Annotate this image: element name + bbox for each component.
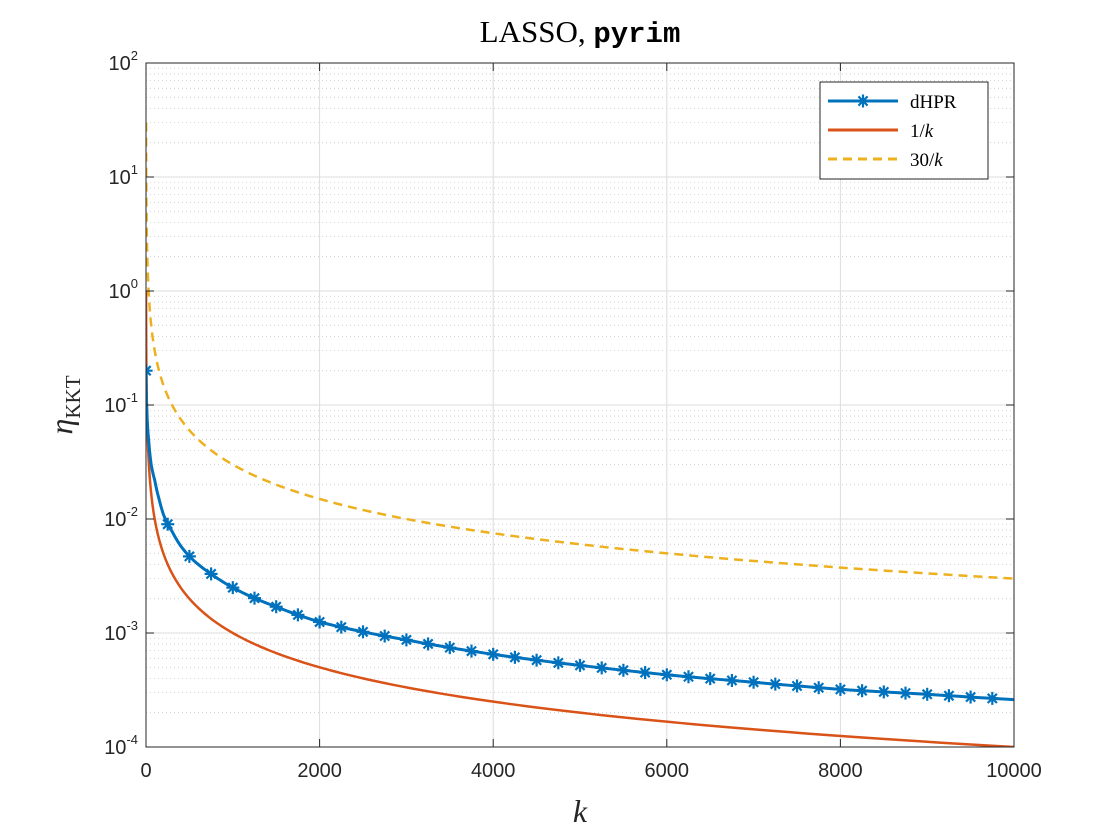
- dhpr-marker: [747, 675, 761, 689]
- legend-dhpr-asterisk: [856, 94, 870, 108]
- dhpr-marker: [638, 666, 652, 680]
- y-axis-label-symbol: η: [43, 419, 79, 435]
- dhpr-marker: [248, 591, 261, 605]
- dhpr-marker: [334, 620, 348, 634]
- dhpr-marker: [595, 661, 609, 675]
- y-tick-label: 10-2: [104, 504, 138, 531]
- y-axis-label-subscript: KKT: [61, 375, 85, 418]
- dhpr-marker: [725, 673, 739, 687]
- dhpr-marker: [660, 668, 674, 682]
- dhpr-marker: [269, 600, 283, 614]
- dhpr-marker: [768, 677, 782, 691]
- y-tick-label: 10-4: [104, 732, 138, 759]
- y-axis-ticks: 10-4 10-3 10-2 10-1 100 101 102: [104, 48, 1014, 759]
- dhpr-marker: [964, 690, 978, 704]
- dhpr-marker: [443, 641, 457, 655]
- legend-30k-label: 30/k: [910, 150, 943, 171]
- y-tick-label: 102: [109, 48, 138, 75]
- legend-dhpr-label: dHPR: [910, 92, 957, 113]
- y-tick-label: 100: [109, 276, 138, 303]
- dhpr-marker: [920, 687, 934, 701]
- dhpr-marker: [899, 686, 912, 700]
- legend-dhpr-marker: [856, 94, 870, 108]
- x-tick-label: 8000: [818, 760, 863, 782]
- x-tick-label: 6000: [645, 760, 690, 782]
- dhpr-marker: [313, 615, 327, 629]
- dhpr-marker: [812, 681, 826, 695]
- dhpr-marker: [573, 658, 587, 672]
- x-tick-label: 10000: [986, 760, 1042, 782]
- dhpr-marker: [486, 647, 500, 661]
- legend-1k-text: 1/: [910, 121, 926, 142]
- dhpr-marker: [465, 644, 478, 658]
- dhpr-marker: [291, 608, 305, 622]
- chart-title: LASSO, pyrim: [480, 14, 681, 51]
- y-axis-label: ηKKT: [43, 375, 85, 434]
- chart-title-text: LASSO,: [480, 14, 594, 49]
- dhpr-marker: [378, 629, 392, 643]
- x-tick-label: 0: [140, 760, 151, 782]
- series-layer: [146, 122, 1014, 747]
- dhpr-marker: [703, 672, 717, 686]
- dhpr-marker: [942, 689, 956, 703]
- y-tick-label: 10-3: [104, 618, 138, 645]
- dhpr-marker: [182, 549, 196, 563]
- dhpr-marker: [226, 581, 240, 595]
- dhpr-marker: [833, 682, 847, 696]
- dhpr-marker: [616, 663, 630, 677]
- x-axis-label: k: [573, 793, 588, 829]
- dhpr-marker: [161, 517, 175, 531]
- chart-title-code: pyrim: [593, 18, 680, 51]
- dhpr-marker: [356, 625, 370, 639]
- dhpr-marker: [877, 685, 891, 699]
- dhpr-markers: [146, 364, 999, 705]
- dhpr-marker: [790, 679, 804, 693]
- legend-30k-text: 30/: [910, 150, 935, 171]
- x-axis-ticks: 0 2000 4000 6000 8000 10000: [140, 63, 1042, 782]
- x-tick-label: 2000: [297, 760, 342, 782]
- dhpr-marker: [855, 684, 869, 698]
- x-tick-label: 4000: [471, 760, 516, 782]
- dhpr-marker: [985, 691, 999, 705]
- y-tick-label: 10-1: [104, 390, 138, 417]
- dhpr-marker: [551, 656, 565, 670]
- dhpr-marker: [508, 650, 522, 664]
- dhpr-marker: [204, 567, 218, 581]
- dhpr-marker: [530, 653, 544, 667]
- legend-1k-label: 1/k: [910, 121, 934, 142]
- legend-30k-var: k: [934, 150, 943, 171]
- dhpr-marker: [421, 637, 435, 651]
- y-tick-label: 101: [109, 162, 138, 189]
- legend: dHPR 1/k 30/k: [819, 81, 989, 180]
- minor-grid: [146, 67, 1014, 714]
- dhpr-marker: [399, 633, 413, 647]
- dhpr-marker: [682, 670, 695, 684]
- legend-1k-var: k: [925, 121, 934, 142]
